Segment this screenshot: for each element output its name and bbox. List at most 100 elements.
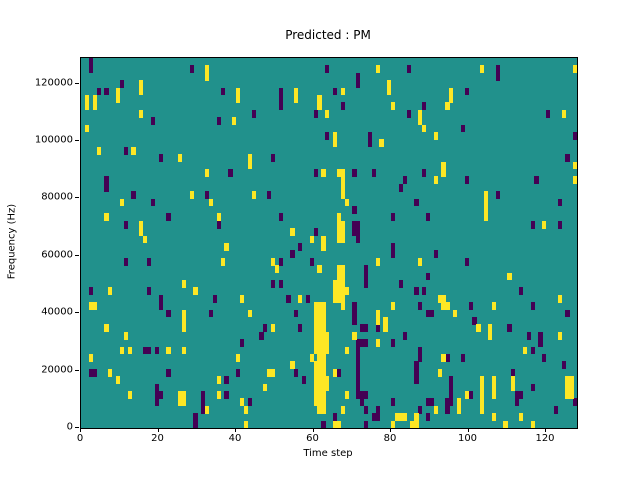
heatmap-cell-dark: [391, 398, 396, 407]
x-tick-mark: [545, 428, 546, 432]
heatmap-cell-yellow: [391, 102, 396, 111]
heatmap-cell-yellow: [484, 213, 489, 222]
heatmap-cell-dark: [352, 302, 357, 310]
heatmap-cell-yellow: [530, 420, 535, 428]
heatmap-cell-yellow: [290, 228, 295, 236]
heatmap-cell-dark: [406, 65, 411, 74]
heatmap-cell-dark: [263, 324, 268, 333]
heatmap-cell-dark: [518, 287, 524, 296]
heatmap-cell-dark: [278, 102, 283, 111]
heatmap-cell-dark: [154, 398, 159, 407]
heatmap-cell-dark: [305, 294, 311, 303]
heatmap-cell-yellow: [332, 139, 338, 148]
heatmap-cell-yellow: [491, 391, 497, 399]
plot-area: [80, 57, 578, 429]
y-tick-label: 60000: [41, 249, 73, 261]
heatmap-cell-dark: [391, 339, 396, 347]
heatmap-cell-dark: [352, 206, 357, 214]
heatmap-cell-yellow: [336, 228, 342, 236]
heatmap-cell-dark: [123, 220, 128, 229]
heatmap-cell-yellow: [344, 346, 349, 355]
heatmap-cell-yellow: [119, 198, 125, 207]
heatmap-cell-dark: [313, 228, 318, 236]
heatmap-cell-yellow: [181, 317, 187, 325]
heatmap-cell-dark: [526, 331, 531, 340]
heatmap-cell-yellow: [309, 354, 314, 362]
heatmap-cell-yellow: [205, 65, 210, 74]
heatmap-cell-dark: [425, 213, 431, 222]
heatmap-cell-dark: [119, 80, 125, 88]
heatmap-cell-yellow: [336, 420, 342, 428]
heatmap-cell-dark: [88, 287, 94, 296]
heatmap-cell-yellow: [243, 405, 249, 414]
heatmap-cell-dark: [313, 109, 318, 118]
heatmap-cell-dark: [542, 354, 547, 362]
heatmap-cell-dark: [449, 391, 454, 399]
heatmap-cell-yellow: [181, 324, 187, 333]
heatmap-cell-yellow: [487, 324, 493, 333]
heatmap-cell-yellow: [104, 213, 109, 222]
heatmap-cell-yellow: [88, 302, 94, 310]
heatmap-cell-dark: [425, 272, 431, 281]
heatmap-cell-yellow: [317, 354, 322, 362]
heatmap-cell-yellow: [391, 302, 396, 310]
x-tick-label: 20: [151, 433, 164, 444]
heatmap-cell-yellow: [394, 413, 400, 421]
heatmap-cell-dark: [189, 65, 194, 74]
heatmap-cell-dark: [414, 368, 419, 377]
heatmap-cell-yellow: [336, 213, 342, 222]
heatmap-cell-yellow: [236, 95, 241, 103]
heatmap-cell-yellow: [313, 391, 318, 399]
heatmap-cell-yellow: [340, 294, 345, 303]
heatmap-cell-yellow: [313, 339, 318, 347]
heatmap-cell-yellow: [336, 280, 342, 288]
heatmap-cell-dark: [422, 102, 427, 111]
heatmap-cell-dark: [356, 391, 361, 399]
heatmap-cell-dark: [356, 339, 361, 347]
heatmap-cell-yellow: [189, 191, 194, 199]
heatmap-cell-yellow: [414, 420, 419, 428]
heatmap-cell-yellow: [313, 368, 318, 377]
heatmap-cell-yellow: [313, 376, 318, 384]
heatmap-cell-yellow: [433, 405, 438, 414]
heatmap-cell-yellow: [332, 132, 338, 140]
x-tick-mark: [467, 428, 469, 432]
heatmap-cell-dark: [398, 183, 404, 192]
heatmap-cell-yellow: [205, 405, 210, 414]
heatmap-cell-dark: [371, 413, 376, 421]
heatmap-cell-dark: [278, 257, 283, 266]
heatmap-cell-dark: [104, 87, 109, 96]
heatmap-cell-yellow: [491, 376, 497, 384]
heatmap-cell-yellow: [96, 146, 101, 155]
heatmap-cell-dark: [518, 391, 524, 399]
heatmap-cell-yellow: [84, 95, 90, 103]
y-axis-label: Frequency (Hz): [6, 203, 18, 280]
heatmap-cell-dark: [464, 257, 469, 266]
heatmap-cell-dark: [356, 220, 361, 229]
heatmap-cell-yellow: [340, 302, 345, 310]
heatmap-cell-dark: [236, 368, 241, 377]
heatmap-cell-yellow: [340, 272, 345, 281]
y-tick-label: 80000: [41, 191, 73, 203]
heatmap-cell-dark: [507, 324, 512, 333]
y-tick-mark: [75, 139, 79, 141]
heatmap-cell-yellow: [433, 132, 438, 140]
heatmap-cell-yellow: [383, 317, 388, 325]
heatmap-cell-dark: [418, 354, 423, 362]
heatmap-cell-yellow: [270, 368, 276, 377]
heatmap-cell-yellow: [313, 309, 318, 318]
heatmap-cell-yellow: [456, 398, 462, 407]
heatmap-cell-yellow: [491, 383, 497, 392]
heatmap-cell-yellow: [325, 339, 330, 347]
heatmap-cell-yellow: [313, 398, 318, 407]
heatmap-cell-yellow: [317, 309, 322, 318]
heatmap-cell-dark: [286, 294, 291, 303]
heatmap-cell-dark: [158, 391, 163, 399]
heatmap-cell-yellow: [437, 368, 442, 377]
heatmap-cell-yellow: [313, 346, 318, 355]
heatmap-cell-dark: [278, 95, 283, 103]
heatmap-cell-dark: [208, 309, 214, 318]
heatmap-cell-yellow: [263, 383, 268, 392]
heatmap-cell-dark: [414, 287, 419, 296]
x-axis-label: Time step: [303, 448, 353, 459]
